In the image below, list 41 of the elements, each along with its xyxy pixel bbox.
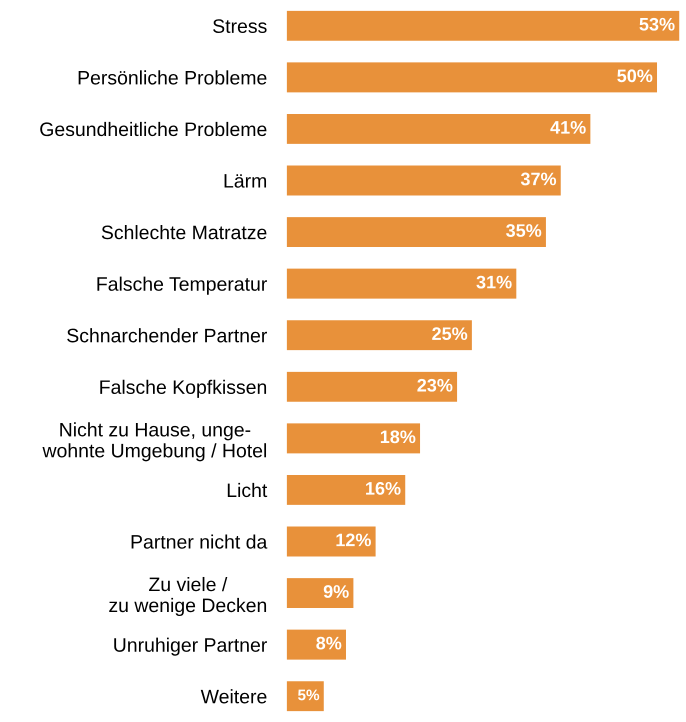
y-tick-label: Stress xyxy=(213,19,267,34)
y-tick-label: Partner nicht da xyxy=(132,534,268,549)
data-label: 9% xyxy=(324,585,349,598)
data-label: 16% xyxy=(366,482,401,495)
bar xyxy=(286,268,516,299)
y-tick-label: Unruhiger Partner xyxy=(114,638,267,656)
data-label: 5% xyxy=(298,690,320,700)
data-label: 18% xyxy=(380,430,416,444)
bar xyxy=(286,62,658,92)
data-label: 8% xyxy=(316,636,342,650)
data-label: 37% xyxy=(520,172,556,186)
data-label: 12% xyxy=(336,534,371,546)
bar xyxy=(286,10,680,41)
bar xyxy=(286,423,420,454)
data-label: 50% xyxy=(617,69,652,82)
data-label: 35% xyxy=(506,224,542,237)
y-tick-label: Persönliche Probleme xyxy=(78,70,266,85)
data-label: 53% xyxy=(639,18,675,31)
y-tick-label: Licht xyxy=(228,482,268,498)
data-label: 23% xyxy=(417,378,452,392)
y-tick-label: Falsche Kopfkissen xyxy=(100,380,266,398)
y-tick-label: Lärm xyxy=(224,174,266,188)
bar xyxy=(286,320,472,350)
data-label: 41% xyxy=(550,121,586,134)
y-tick-label: Zu viele / zu wenige Decken xyxy=(109,576,266,616)
bar xyxy=(286,526,376,556)
y-tick-label: Gesundheitliche Probleme xyxy=(40,122,266,136)
y-tick-label: Falsche Temperatur xyxy=(97,276,267,295)
bar xyxy=(286,474,406,505)
data-label: 31% xyxy=(476,276,512,289)
y-tick-label: Schlechte Matratze xyxy=(102,225,266,240)
y-tick-label: Nicht zu Hause, unge- wohnte Umgebung / Hotel xyxy=(42,422,266,462)
bar xyxy=(286,630,346,660)
bar xyxy=(286,114,590,144)
data-label: 25% xyxy=(432,327,468,340)
y-tick-label: Schnarchender Partner xyxy=(67,328,267,342)
bar xyxy=(286,578,354,608)
bar xyxy=(286,166,561,196)
bar xyxy=(286,372,458,402)
bar xyxy=(286,217,546,248)
y-tick-label: Weitere xyxy=(200,689,266,704)
